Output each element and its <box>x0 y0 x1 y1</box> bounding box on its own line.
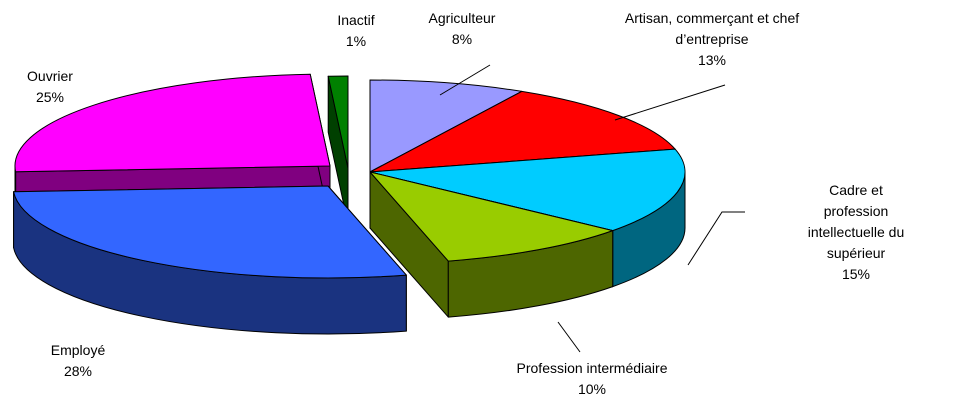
slice-value-label: 13% <box>697 52 727 68</box>
slice-value-label: 8% <box>451 31 473 47</box>
slice-label: Agriculteur <box>428 10 496 26</box>
slice <box>369 79 523 173</box>
slice-value-label: 28% <box>63 363 93 379</box>
slice-value-label: 25% <box>35 89 65 105</box>
slice <box>369 148 686 232</box>
slice-value-label: 10% <box>577 381 607 397</box>
leader-line <box>439 64 491 96</box>
leader-line <box>557 321 581 353</box>
slice <box>369 171 614 262</box>
slice-label: Ouvrier <box>27 68 73 84</box>
slice-label: Artisan, commerçant et chef d’entreprise <box>624 10 800 47</box>
leader-line <box>614 84 726 121</box>
slice <box>369 90 676 173</box>
slice-label: Inactif <box>337 12 375 28</box>
slice-label: Employé <box>50 342 106 358</box>
slice-label: Profession intermédiaire <box>516 360 668 376</box>
leader-line <box>687 211 745 266</box>
slice <box>14 73 331 173</box>
slice <box>327 75 349 169</box>
slice <box>13 185 407 279</box>
slice-value-label: 1% <box>345 33 367 49</box>
slice-label: Cadre et profession intellectuelle du su… <box>807 182 905 261</box>
slice-value-label: 15% <box>841 266 871 282</box>
